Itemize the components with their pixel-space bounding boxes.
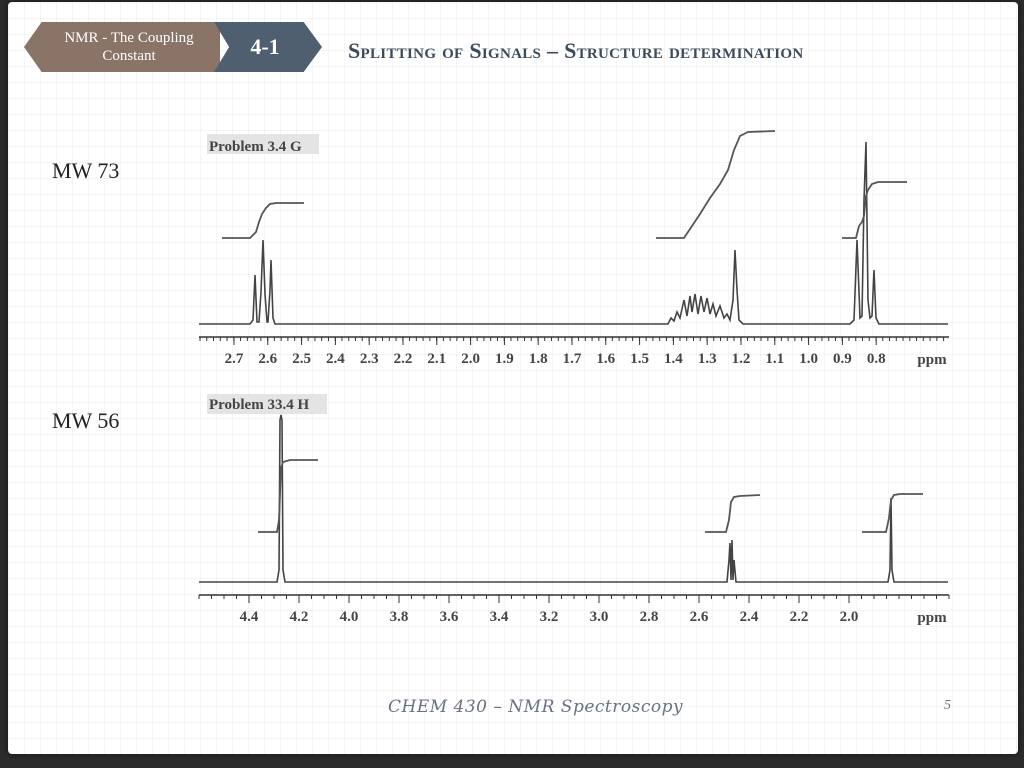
axis-2-tick-label: 3.6: [440, 609, 459, 625]
spectrum-2-integral-1: [258, 459, 318, 533]
axis-1-tick-label: 2.6: [258, 351, 277, 367]
axis-1-tick-label: 1.9: [495, 351, 514, 367]
axis-2-tick-label: 2.0: [840, 609, 859, 625]
axis-2-tick-label: 4.0: [340, 609, 359, 625]
topic-label: NMR - The Coupling Constant: [64, 30, 194, 64]
spectrum-2-trace: [199, 414, 948, 583]
spectrum-2: Problem 33.4 H 4.4 4.2 4.0 3.8 3.6 3.4 3.2 3.0 2…: [198, 394, 950, 626]
spectrum-1-integral-1: [222, 202, 304, 239]
axis-1-tick-label: 0.9: [833, 351, 852, 367]
axis-2-tick-label: 3.4: [490, 609, 509, 625]
axis-1-unit: ppm: [917, 352, 947, 368]
spectrum-2-axis: 4.4 4.2 4.0 3.8 3.6 3.4 3.2 3.0 2.8 2.6 2.4 2.2 2.0 p…: [198, 594, 950, 626]
axis-2-tick-label: 3.8: [390, 609, 409, 625]
axis-1-tick-label: 1.8: [529, 351, 548, 367]
course-footer: CHEM 430 – NMR Spectroscopy: [388, 697, 684, 717]
axis-1-tick-label: 2.4: [326, 351, 345, 367]
spectrum-1-trace: [199, 141, 948, 325]
axis-1-tick-label: 1.6: [596, 351, 615, 367]
spectrum-1-integral-2: [656, 130, 776, 239]
axis-1-tick-label: 1.3: [698, 351, 717, 367]
axis-2-tick-label: 4.2: [290, 609, 309, 625]
axis-1-tick-label: 0.8: [867, 351, 886, 367]
axis-1-tick-label: 2.2: [394, 351, 413, 367]
mw-label-2: MW 56: [52, 408, 120, 433]
axis-2-tick-label: 3.2: [540, 609, 559, 625]
axis-2-tick-label: 2.2: [790, 609, 809, 625]
axis-1-tick-label: 1.7: [563, 351, 582, 367]
axis-1-tick-label: 2.0: [461, 351, 480, 367]
spectrum-2-integral-2: [705, 494, 761, 533]
axis-2-tick-label: 2.6: [690, 609, 709, 625]
spectrum-1-integral-3: [842, 181, 907, 239]
spectrum-2-integral-3: [862, 493, 923, 533]
axis-1-tick-label: 1.4: [664, 351, 683, 367]
page-number: 5: [944, 698, 951, 713]
spectrum-2-label: Problem 33.4 H: [209, 397, 309, 413]
axis-2-tick-label: 3.0: [590, 609, 609, 625]
section-number: 4-1: [250, 34, 280, 59]
axis-2-tick-label: 4.4: [240, 609, 259, 625]
axis-1-tick-label: 2.7: [225, 351, 244, 367]
axis-2-tick-label: 2.4: [740, 609, 759, 625]
section-tag: 4-1: [214, 22, 322, 72]
axis-1-tick-label: 2.1: [427, 351, 446, 367]
axis-1-tick-label: 1.2: [732, 351, 751, 367]
slide: [8, 2, 1018, 754]
axis-1-tick-label: 1.0: [799, 351, 818, 367]
topic-tag: NMR - The Coupling Constant: [24, 22, 220, 72]
axis-1-tick-label: 1.5: [630, 351, 649, 367]
spectrum-1-label: Problem 3.4 G: [209, 139, 302, 155]
spectrum-1-label-bg: [207, 134, 319, 154]
spectrum-1: Problem 3.4 G 2.7 2.6 2.5 2.4 2.3 2.2 2.1 2.0 1.…: [199, 130, 949, 368]
spectrum-2-label-bg: [207, 394, 327, 414]
axis-2-tick-label: 2.8: [640, 609, 659, 625]
mw-label-1: MW 73: [52, 158, 120, 183]
axis-2-unit: ppm: [917, 610, 947, 626]
spectrum-1-axis: 2.7 2.6 2.5 2.4 2.3 2.2 2.1 2.0 1.9 1.8 1.7 1.6 1.5 1…: [199, 336, 949, 368]
slide-title: Splitting of Signals – Structure determi…: [348, 38, 804, 63]
axis-1-tick-label: 1.1: [765, 351, 784, 367]
axis-1-tick-label: 2.5: [292, 351, 311, 367]
axis-1-tick-label: 2.3: [360, 351, 379, 367]
